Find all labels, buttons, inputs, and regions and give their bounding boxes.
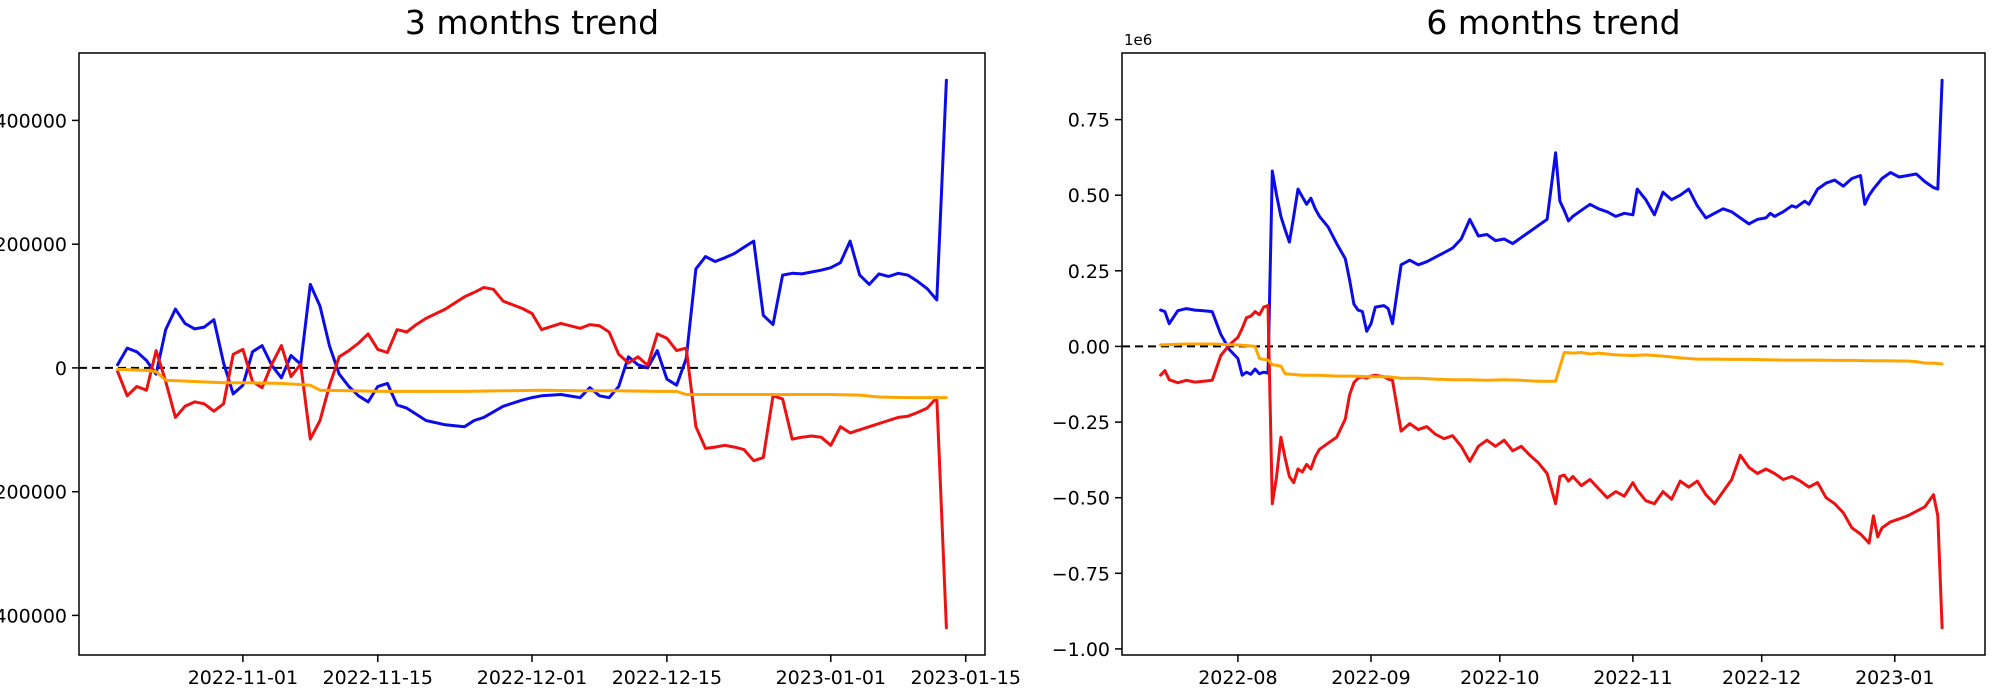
x-tick-label: 2022-12 [1722, 667, 1801, 689]
x-tick-label: 2022-09 [1331, 667, 1410, 689]
y-tick-label: 200000 [0, 234, 67, 256]
x-tick-label: 2022-11-15 [323, 667, 433, 689]
x-tick-label: 2022-08 [1198, 667, 1277, 689]
x-tick-label: 2022-12-15 [612, 667, 722, 689]
y-tick-label: 400000 [0, 110, 67, 132]
y-tick-label: −1.00 [1052, 639, 1110, 661]
blue-series-line [116, 78, 948, 429]
red-series-line [1159, 304, 1944, 630]
y-tick-label: −0.25 [1052, 412, 1110, 434]
y-tick-label: −0.75 [1052, 563, 1110, 585]
blue-series-line [1159, 78, 1944, 377]
y-tick-label: −0.50 [1052, 488, 1110, 510]
y-tick-label: −400000 [0, 605, 67, 627]
y-axis-offset-label: 1e6 [1124, 31, 1153, 49]
chart-title-6-months: 6 months trend [1426, 3, 1681, 42]
orange-series-line [1159, 342, 1944, 383]
x-tick-label: 2023-01 [1855, 667, 1934, 689]
x-tick-label: 2022-11-01 [188, 667, 298, 689]
orange-series-line [116, 367, 948, 400]
y-tick-label: 0.25 [1068, 261, 1110, 283]
x-tick-label: 2022-11 [1593, 667, 1672, 689]
x-tick-label: 2022-12-01 [477, 667, 587, 689]
y-tick-label: 0.00 [1068, 336, 1110, 358]
red-series-line [116, 286, 948, 630]
x-tick-label: 2023-01-01 [776, 667, 886, 689]
y-tick-label: 0 [55, 358, 67, 380]
plot-spines [78, 52, 986, 656]
x-tick-label: 2023-01-15 [910, 667, 1020, 689]
y-tick-label: 0.50 [1068, 185, 1110, 207]
x-tick-label: 2022-10 [1460, 667, 1539, 689]
y-tick-label: −200000 [0, 482, 67, 504]
chart-title-3-months: 3 months trend [404, 3, 660, 42]
plot-spines [1121, 52, 1986, 656]
y-tick-label: 0.75 [1068, 110, 1110, 132]
